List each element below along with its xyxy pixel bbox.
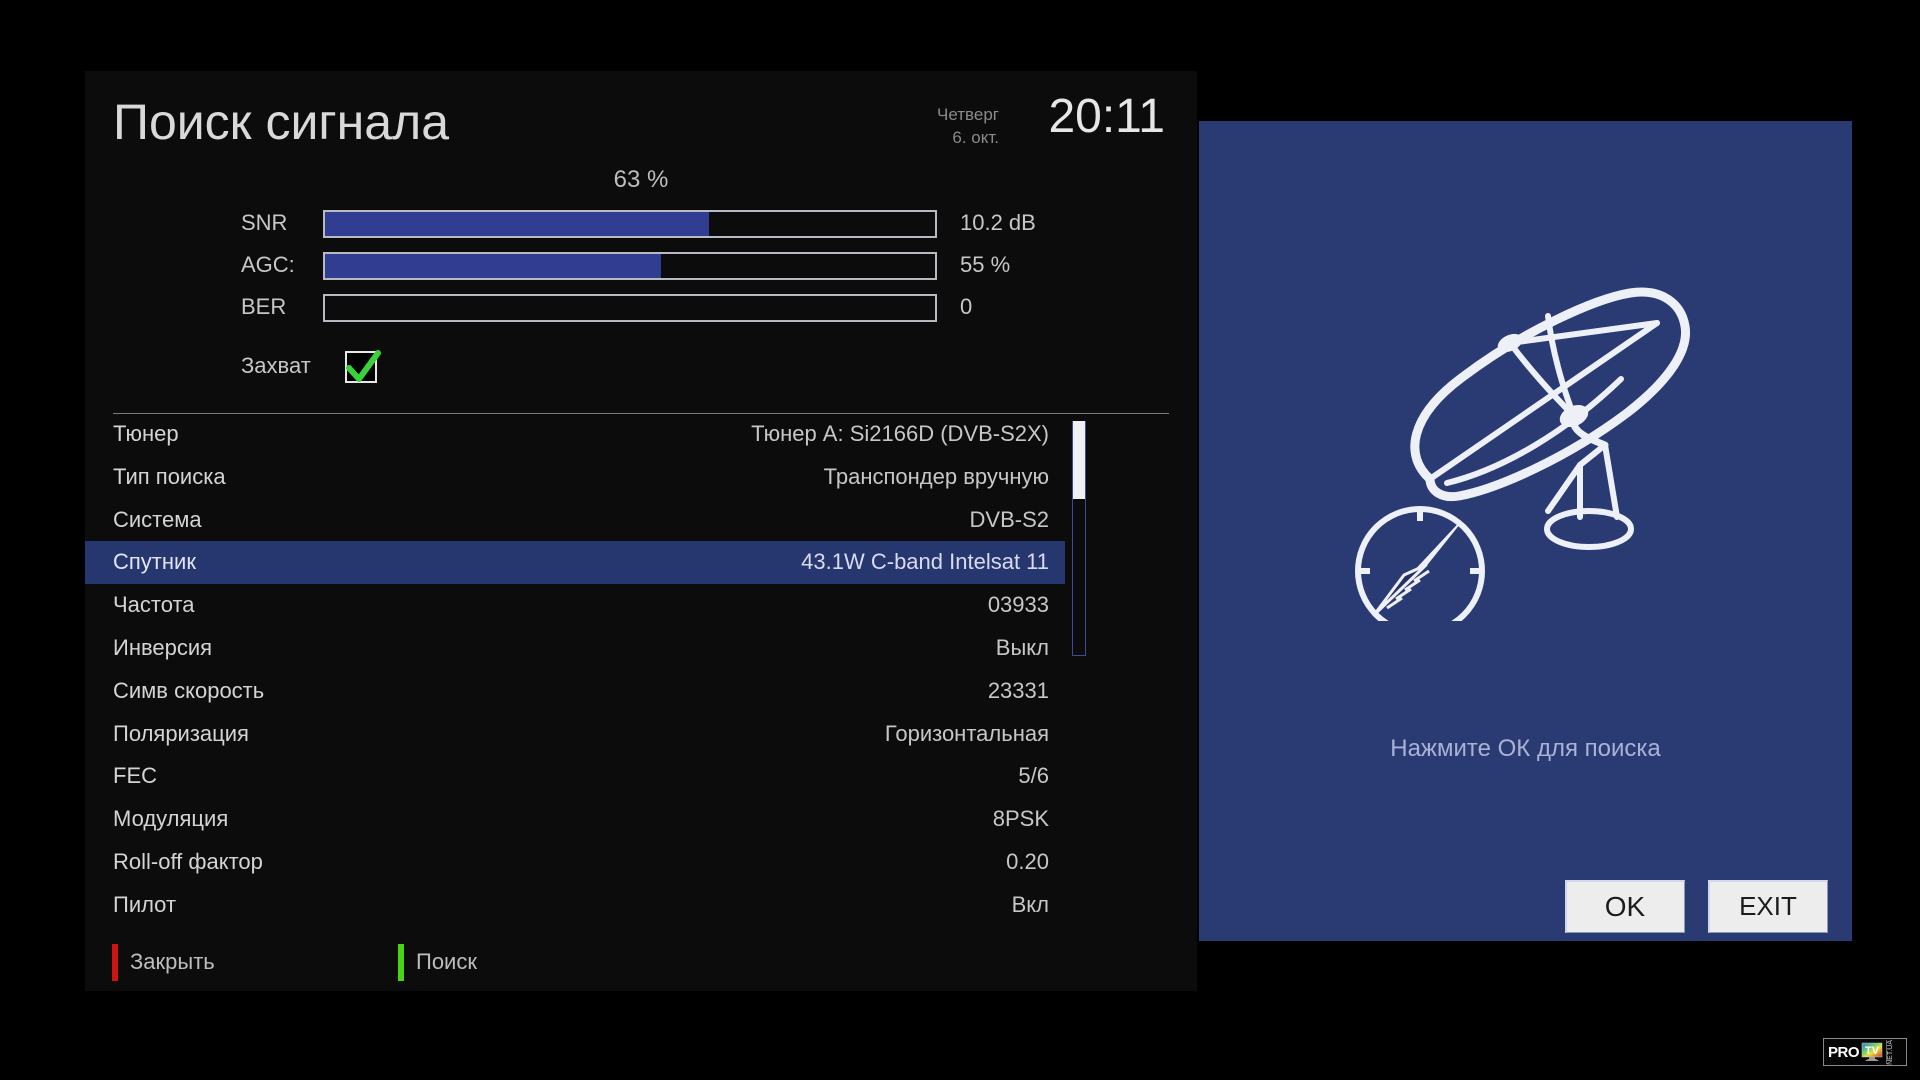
- svg-text:TV: TV: [1865, 1045, 1880, 1057]
